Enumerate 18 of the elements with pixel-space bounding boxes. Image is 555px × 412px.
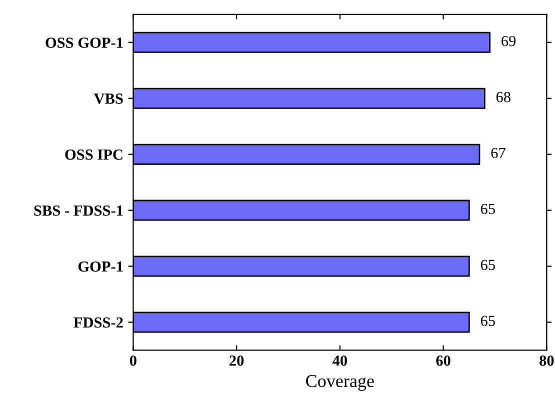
x-tick-label: 20 — [230, 356, 244, 366]
y-tick-label: SBS - FDSS-1 — [34, 205, 123, 216]
data-label: 65 — [480, 260, 495, 270]
data-label: 67 — [491, 148, 506, 158]
x-tick-label: 40 — [332, 356, 347, 366]
y-tick-label: VBS — [94, 94, 123, 104]
x-axis-title: Coverage — [306, 374, 374, 391]
y-tick-label: FDSS-2 — [74, 317, 123, 328]
data-label: 68 — [496, 92, 510, 102]
y-tick-label: GOP-1 — [78, 261, 123, 272]
x-tick-label: 80 — [540, 356, 554, 366]
data-label: 65 — [480, 204, 495, 214]
y-tick-label: OSS GOP-1 — [46, 38, 123, 48]
data-label: 65 — [480, 316, 495, 326]
x-tick-label: 0 — [130, 356, 136, 366]
data-label: 69 — [502, 36, 516, 46]
y-tick-label: OSS IPC — [65, 150, 122, 160]
x-tick-label: 60 — [436, 356, 450, 366]
